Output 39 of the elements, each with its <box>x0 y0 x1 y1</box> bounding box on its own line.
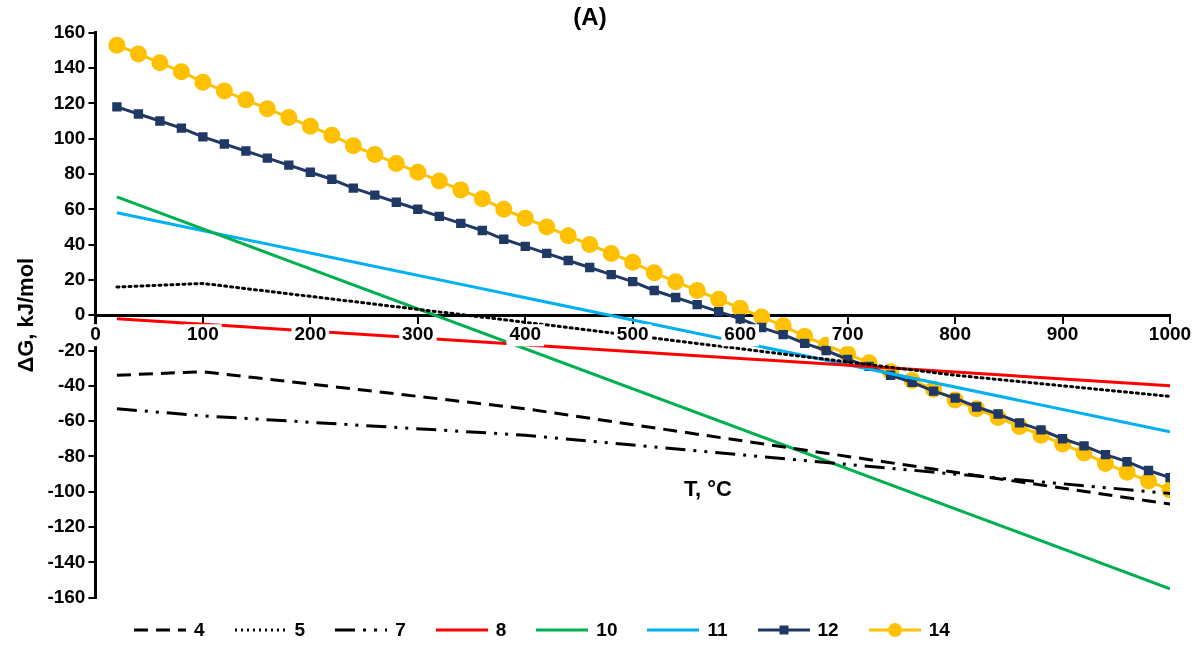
y-tick-label: 60 <box>64 197 86 219</box>
y-tick-label: -100 <box>47 479 86 501</box>
y-tick-label: 0 <box>74 303 86 325</box>
y-tick-label: -120 <box>47 515 86 537</box>
y-tick-label: 80 <box>64 162 86 184</box>
y-tick-label: 160 <box>53 21 86 43</box>
legend-label: 7 <box>395 619 406 641</box>
y-tick-label: 40 <box>64 232 86 254</box>
x-tick-label: 300 <box>401 323 434 345</box>
x-tick-label: 900 <box>1046 323 1079 345</box>
y-tick-label: 140 <box>53 56 86 78</box>
legend-label: 14 <box>928 619 950 641</box>
y-tick-label: -80 <box>57 444 86 466</box>
chart-title: (A) <box>573 3 607 31</box>
x-tick-label: 500 <box>616 323 649 345</box>
x-tick-label: 600 <box>724 323 757 345</box>
x-axis-title: T, °C <box>683 476 732 502</box>
y-tick-label: -20 <box>57 338 86 360</box>
y-tick-label: -160 <box>47 585 86 607</box>
legend-label: 11 <box>707 619 728 641</box>
x-tick-label: 800 <box>939 323 971 345</box>
legend-label: 12 <box>817 619 839 641</box>
x-tick-label: 100 <box>187 323 219 345</box>
y-tick-label: -140 <box>47 550 86 572</box>
legend-label: 4 <box>194 619 205 641</box>
x-tick-label: 400 <box>509 323 542 345</box>
y-tick-label: -40 <box>57 374 86 396</box>
y-axis-title: ΔG, kJ/mol <box>13 257 39 373</box>
x-tick-label: 1000 <box>1148 323 1192 345</box>
x-tick-label: 200 <box>294 323 327 345</box>
y-tick-label: 100 <box>53 126 86 148</box>
y-tick-label: 20 <box>64 268 86 290</box>
x-tick-label: 0 <box>90 323 101 345</box>
legend-label: 8 <box>495 619 507 641</box>
y-tick-label: 120 <box>53 91 86 113</box>
legend-label: 10 <box>596 619 618 641</box>
legend-label: 5 <box>294 619 306 641</box>
x-tick-label: 700 <box>831 323 864 345</box>
y-tick-label: -60 <box>57 409 86 431</box>
